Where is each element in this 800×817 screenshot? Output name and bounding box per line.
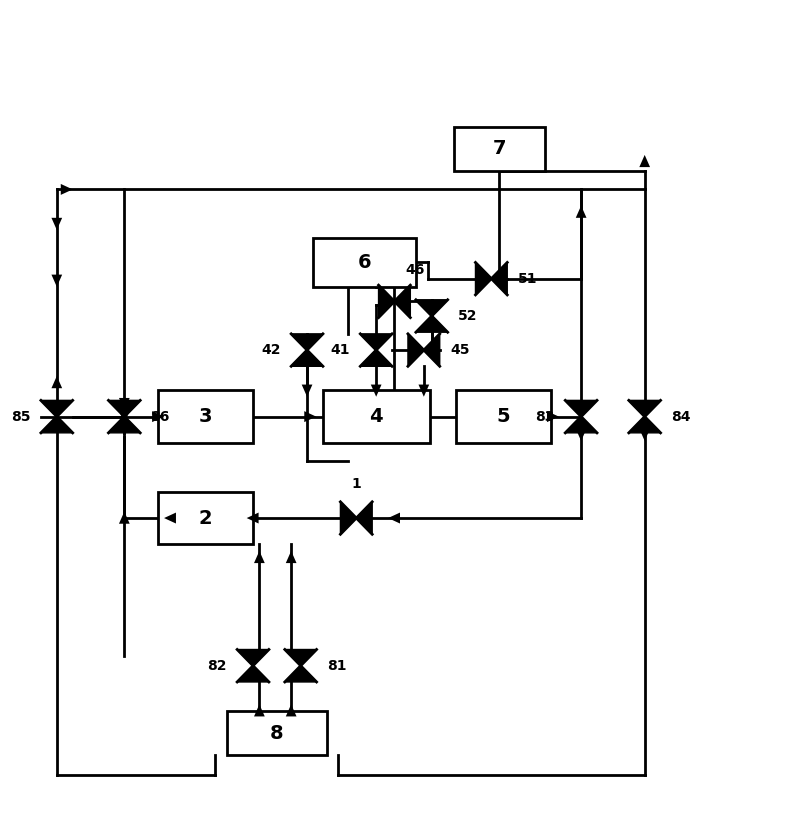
Text: 42: 42	[262, 343, 281, 357]
Polygon shape	[164, 512, 176, 524]
Polygon shape	[629, 400, 661, 417]
Text: 1: 1	[351, 477, 361, 491]
Polygon shape	[51, 218, 62, 230]
Text: 5: 5	[497, 407, 510, 426]
Polygon shape	[291, 350, 323, 366]
Text: 8: 8	[270, 724, 284, 743]
Text: 84: 84	[671, 409, 690, 423]
Polygon shape	[547, 411, 559, 422]
Polygon shape	[51, 376, 62, 388]
Polygon shape	[119, 411, 130, 423]
Polygon shape	[119, 511, 130, 524]
Bar	[313, 238, 416, 287]
Polygon shape	[639, 155, 650, 167]
Polygon shape	[286, 704, 297, 717]
Polygon shape	[416, 300, 448, 316]
Polygon shape	[356, 502, 372, 534]
Polygon shape	[566, 417, 597, 433]
Polygon shape	[566, 400, 597, 417]
Polygon shape	[291, 334, 323, 350]
Polygon shape	[491, 262, 507, 295]
Polygon shape	[475, 262, 491, 295]
Polygon shape	[629, 417, 661, 433]
Bar	[454, 127, 545, 171]
Polygon shape	[152, 411, 164, 422]
Polygon shape	[109, 400, 140, 417]
Polygon shape	[576, 429, 586, 441]
Text: 45: 45	[450, 343, 470, 357]
Text: 46: 46	[405, 263, 424, 277]
Text: 85: 85	[11, 409, 30, 423]
Polygon shape	[61, 184, 73, 195]
Polygon shape	[246, 512, 258, 524]
Polygon shape	[304, 411, 316, 422]
Polygon shape	[408, 334, 424, 366]
Polygon shape	[416, 316, 448, 333]
Text: 3: 3	[198, 407, 212, 426]
Polygon shape	[576, 206, 586, 218]
Polygon shape	[394, 285, 410, 318]
Polygon shape	[302, 385, 313, 397]
Polygon shape	[41, 417, 73, 433]
Polygon shape	[285, 666, 317, 682]
Polygon shape	[119, 398, 130, 410]
Text: 51: 51	[518, 272, 537, 286]
Text: 52: 52	[458, 309, 478, 323]
Polygon shape	[51, 275, 62, 287]
Polygon shape	[388, 512, 400, 524]
Polygon shape	[285, 650, 317, 666]
Polygon shape	[254, 704, 265, 717]
Polygon shape	[424, 334, 440, 366]
Polygon shape	[237, 666, 269, 682]
Polygon shape	[639, 429, 650, 441]
Polygon shape	[341, 502, 356, 534]
Text: 82: 82	[207, 659, 227, 672]
Bar	[158, 391, 253, 443]
Polygon shape	[41, 400, 73, 417]
Polygon shape	[254, 551, 265, 563]
Polygon shape	[360, 350, 392, 366]
Text: 7: 7	[493, 140, 506, 158]
Text: 81: 81	[327, 659, 346, 672]
Polygon shape	[109, 417, 140, 433]
Text: 86: 86	[150, 409, 170, 423]
Polygon shape	[418, 385, 429, 397]
Bar	[227, 711, 326, 756]
Bar	[158, 492, 253, 544]
Text: 6: 6	[358, 253, 371, 272]
Polygon shape	[371, 385, 382, 397]
Text: 83: 83	[535, 409, 555, 423]
Bar	[322, 391, 430, 443]
Polygon shape	[378, 285, 394, 318]
Text: 2: 2	[198, 508, 212, 528]
Polygon shape	[286, 551, 297, 563]
Polygon shape	[237, 650, 269, 666]
Text: 41: 41	[330, 343, 350, 357]
Bar	[456, 391, 551, 443]
Polygon shape	[360, 334, 392, 350]
Text: 4: 4	[370, 407, 383, 426]
